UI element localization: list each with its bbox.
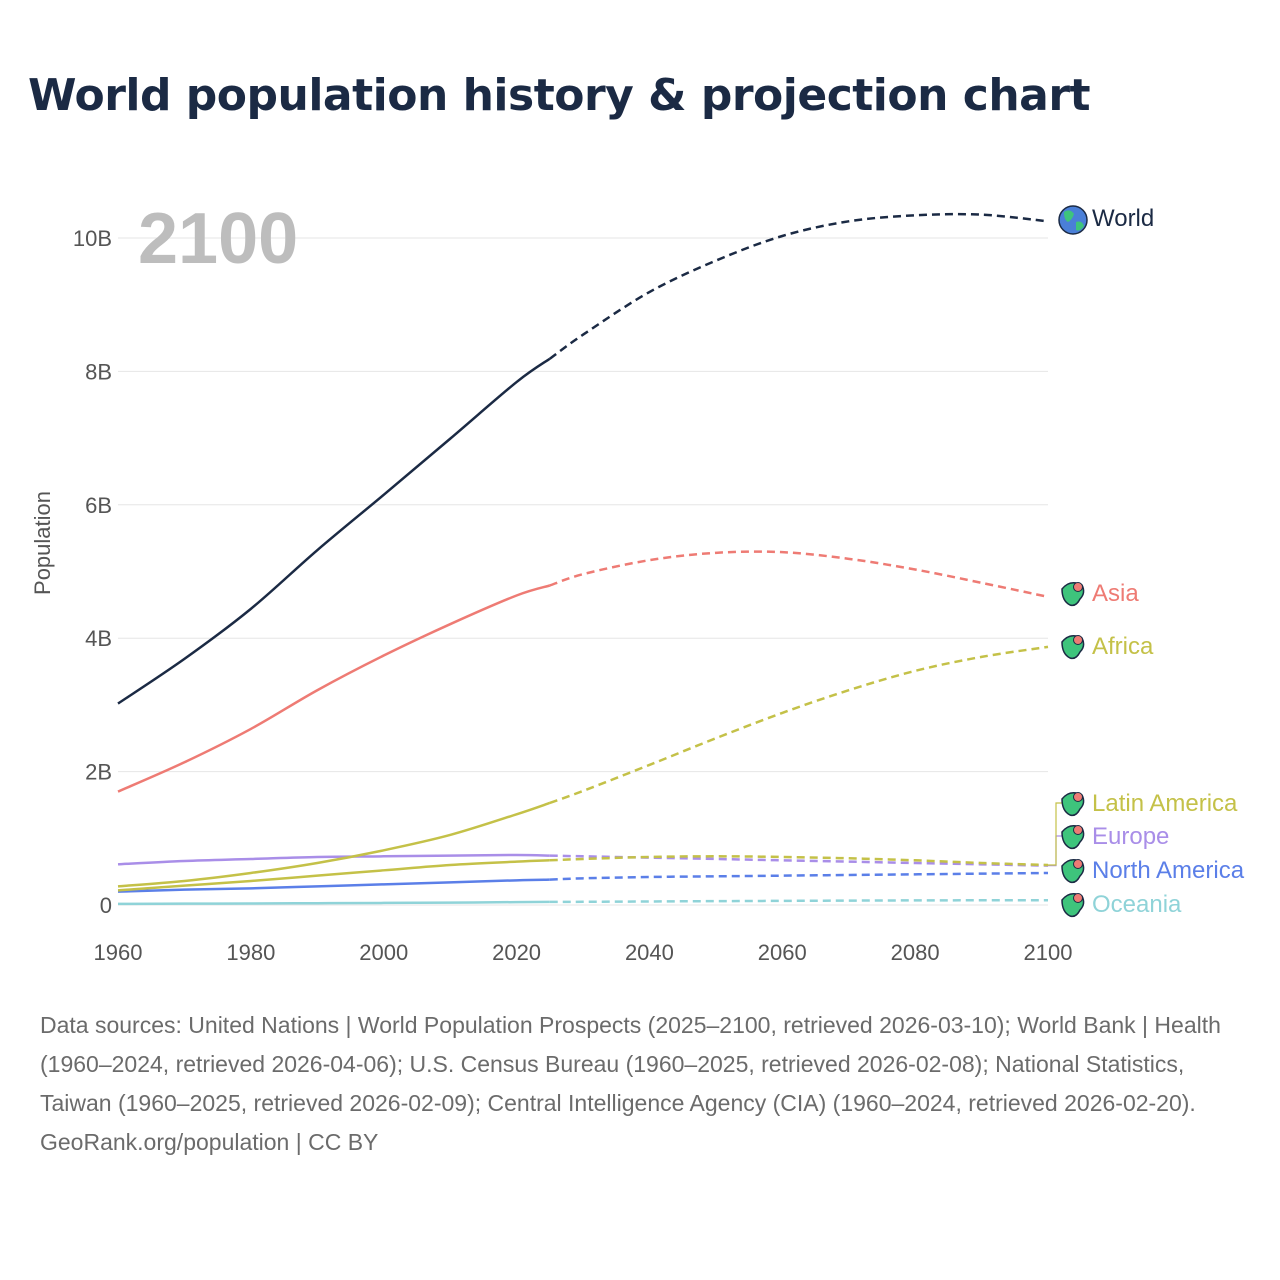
asia-history-line: [117, 584, 551, 793]
latin-america-history-line: [117, 859, 550, 892]
north-america-history-line: [117, 878, 550, 893]
latin-america-label: Latin America: [1092, 790, 1238, 817]
globe-icon: [1058, 205, 1088, 235]
y-tick-label: 10B: [73, 226, 112, 251]
x-tick-label: 2060: [758, 940, 807, 965]
x-tick-label: 2080: [891, 940, 940, 965]
credit-link[interactable]: GeoRank.org/population | CC BY: [40, 1129, 379, 1155]
population-chart: 0 2B 4B 6B 8B 10B 1960 1980 2000 2020 2040 2060 208…: [30, 199, 1245, 965]
north-america-map-icon: [1061, 859, 1085, 884]
world-label: World: [1092, 205, 1154, 232]
world-history-line: [117, 357, 551, 705]
world-projection-line: [549, 212, 1049, 360]
oceania-label: Oceania: [1092, 891, 1182, 918]
year-indicator: 2100: [138, 199, 298, 279]
oceania-map-icon: [1061, 893, 1085, 918]
africa-map-icon: [1061, 635, 1085, 660]
latin-america-label-connector: [1048, 802, 1064, 866]
oceania-projection-line: [549, 898, 1049, 904]
series-labels: Oceania North America Europe Latin America A…: [1058, 205, 1245, 918]
x-tick-label: 2040: [625, 940, 674, 965]
europe-label: Europe: [1092, 823, 1169, 850]
chart-title: World population history & projection ch…: [28, 70, 1091, 121]
europe-map-icon: [1061, 825, 1085, 850]
y-tick-label: 2B: [85, 760, 112, 785]
africa-label: Africa: [1092, 633, 1154, 660]
series-lines: [117, 212, 1064, 906]
africa-history-line: [117, 801, 551, 888]
x-tick-label: 2020: [492, 940, 541, 965]
oceania-history-line: [117, 900, 550, 906]
europe-projection-line: [549, 854, 1049, 867]
y-axis-ticks: 0 2B 4B 6B 8B 10B: [73, 226, 112, 918]
footer: Data sources: United Nations | World Pop…: [40, 1006, 1240, 1162]
north-america-label: North America: [1092, 857, 1245, 884]
latin-america-map-icon: [1061, 792, 1085, 817]
y-tick-label: 0: [100, 893, 112, 918]
data-sources: Data sources: United Nations | World Pop…: [40, 1012, 1221, 1116]
y-tick-label: 4B: [85, 626, 112, 651]
x-tick-label: 2000: [359, 940, 408, 965]
north-america-projection-line: [549, 871, 1049, 881]
latin-america-projection-line: [549, 855, 1049, 867]
africa-projection-line: [549, 645, 1049, 805]
x-tick-label: 1960: [94, 940, 143, 965]
y-tick-label: 6B: [85, 493, 112, 518]
gridlines: [118, 237, 1048, 906]
asia-projection-line: [549, 550, 1049, 599]
y-tick-label: 8B: [85, 359, 112, 384]
x-tick-label: 1980: [226, 940, 275, 965]
x-axis-ticks: 1960 1980 2000 2020 2040 2060 2080 2100: [94, 940, 1073, 965]
asia-label: Asia: [1092, 580, 1139, 607]
x-tick-label: 2100: [1024, 940, 1073, 965]
asia-map-icon: [1061, 582, 1085, 607]
y-axis-label: Population: [30, 491, 55, 595]
